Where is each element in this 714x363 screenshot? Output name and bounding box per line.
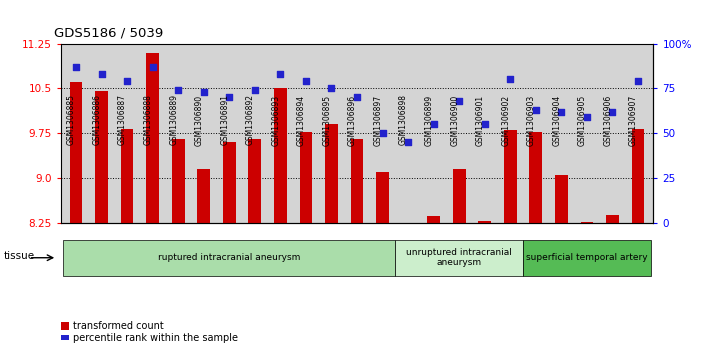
Text: GDS5186 / 5039: GDS5186 / 5039 <box>54 27 163 40</box>
Point <box>223 95 235 101</box>
Point <box>198 89 209 95</box>
Bar <box>606 216 619 223</box>
Text: GSM1306891: GSM1306891 <box>221 94 229 145</box>
Text: transformed count: transformed count <box>73 321 164 331</box>
Text: GSM1306888: GSM1306888 <box>144 94 153 145</box>
Point <box>377 130 388 136</box>
Bar <box>529 132 542 223</box>
Text: GSM1306898: GSM1306898 <box>399 94 408 145</box>
Text: GSM1306895: GSM1306895 <box>323 94 331 146</box>
Bar <box>95 91 108 223</box>
Text: GSM1306901: GSM1306901 <box>476 94 485 146</box>
Point <box>147 64 159 70</box>
Point <box>453 98 465 104</box>
Bar <box>223 142 236 223</box>
Bar <box>70 82 82 223</box>
Text: GSM1306889: GSM1306889 <box>169 94 178 145</box>
Point <box>173 87 184 93</box>
Bar <box>376 172 389 223</box>
Bar <box>146 53 159 223</box>
Text: GSM1306903: GSM1306903 <box>527 94 536 146</box>
Bar <box>172 139 185 223</box>
Text: tissue: tissue <box>4 251 35 261</box>
Text: percentile rank within the sample: percentile rank within the sample <box>73 333 238 343</box>
Text: GSM1306902: GSM1306902 <box>501 94 511 146</box>
Text: GSM1306893: GSM1306893 <box>271 94 281 146</box>
Point <box>607 109 618 115</box>
Bar <box>197 170 210 223</box>
Point <box>249 87 261 93</box>
Bar <box>274 89 287 223</box>
Text: GSM1306907: GSM1306907 <box>629 94 638 146</box>
Text: GSM1306906: GSM1306906 <box>603 94 613 146</box>
Point <box>555 109 567 115</box>
Point <box>428 122 439 127</box>
Bar <box>300 132 312 223</box>
Text: GSM1306900: GSM1306900 <box>450 94 459 146</box>
Text: GSM1306886: GSM1306886 <box>93 94 101 145</box>
Text: superficial temporal artery: superficial temporal artery <box>526 253 648 262</box>
Text: GSM1306897: GSM1306897 <box>373 94 383 146</box>
Point <box>351 95 363 101</box>
Text: GSM1306904: GSM1306904 <box>553 94 561 146</box>
Text: GSM1306894: GSM1306894 <box>297 94 306 146</box>
Text: GSM1306887: GSM1306887 <box>118 94 127 145</box>
Bar <box>121 129 134 223</box>
Text: GSM1306892: GSM1306892 <box>246 94 255 145</box>
Text: GSM1306890: GSM1306890 <box>195 94 203 146</box>
Bar <box>580 222 593 223</box>
Text: GSM1306899: GSM1306899 <box>425 94 433 146</box>
Bar <box>248 139 261 223</box>
Point <box>581 114 593 120</box>
Bar <box>555 175 568 223</box>
Bar <box>453 170 466 223</box>
Bar <box>632 129 644 223</box>
Text: GSM1306905: GSM1306905 <box>578 94 587 146</box>
Bar <box>402 223 414 226</box>
Point <box>633 78 644 84</box>
Point <box>121 78 133 84</box>
Point <box>479 122 491 127</box>
Bar <box>325 125 338 223</box>
Bar <box>351 139 363 223</box>
Point <box>530 107 541 113</box>
Text: GSM1306885: GSM1306885 <box>67 94 76 145</box>
Point <box>300 78 311 84</box>
Text: GSM1306896: GSM1306896 <box>348 94 357 146</box>
Bar <box>427 216 440 223</box>
Point <box>505 77 516 82</box>
Text: unruptured intracranial
aneurysm: unruptured intracranial aneurysm <box>406 248 512 268</box>
Point <box>326 86 337 91</box>
Point <box>70 64 81 70</box>
Text: ruptured intracranial aneurysm: ruptured intracranial aneurysm <box>158 253 301 262</box>
Bar <box>478 221 491 223</box>
Point <box>96 71 107 77</box>
Bar <box>504 130 517 223</box>
Point <box>403 139 414 145</box>
Point <box>275 71 286 77</box>
